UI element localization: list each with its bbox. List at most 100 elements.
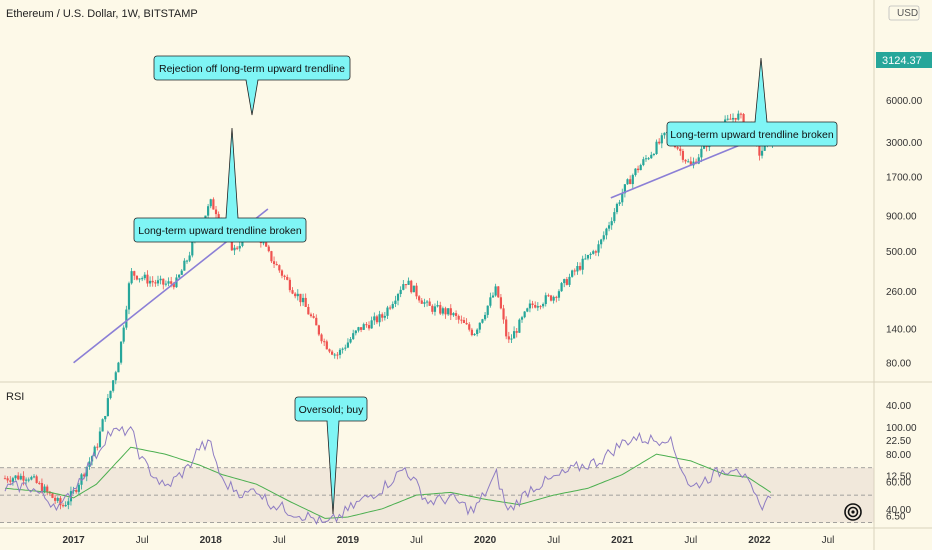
candle	[512, 326, 516, 339]
callout-broken-2022-label: Long-term upward trendline broken	[670, 129, 834, 141]
candle	[130, 267, 133, 285]
candle	[578, 262, 582, 272]
candle	[164, 280, 168, 287]
candle	[267, 244, 270, 253]
candle	[64, 501, 67, 507]
price-tick-label: 6.50	[886, 512, 906, 523]
candle	[109, 390, 112, 400]
candle	[549, 294, 553, 302]
time-tick-label: Jul	[684, 535, 697, 546]
candle	[119, 341, 123, 365]
rsi-tick-label: 100.00	[886, 423, 917, 434]
candle	[729, 113, 732, 120]
candle	[367, 321, 371, 331]
candle	[536, 302, 539, 311]
candle	[528, 299, 532, 313]
currency-box[interactable]	[888, 5, 920, 21]
candle	[639, 163, 642, 171]
candle	[32, 474, 36, 479]
candle	[156, 275, 160, 287]
currency-label: USD	[897, 8, 918, 19]
candle	[188, 251, 191, 263]
rsi-line	[4, 425, 772, 526]
candle	[75, 488, 78, 494]
candle	[460, 315, 463, 324]
candle	[531, 300, 534, 309]
candle	[544, 292, 547, 307]
callout-oversold[interactable]: Oversold; buy	[294, 396, 368, 515]
candle	[294, 292, 297, 299]
candle	[77, 482, 80, 496]
candle	[135, 275, 138, 281]
candle	[663, 132, 666, 139]
candle	[449, 304, 452, 321]
target-icon[interactable]	[844, 503, 862, 521]
candle	[30, 475, 33, 481]
candle	[299, 293, 302, 307]
callout-rejection[interactable]: Rejection off long-term upward trendline	[153, 55, 351, 116]
candle	[634, 168, 637, 177]
candle	[378, 310, 381, 327]
candle	[468, 322, 471, 332]
candle	[389, 305, 392, 311]
candle	[726, 114, 729, 121]
candle	[402, 279, 405, 291]
candle	[478, 322, 481, 333]
candle	[278, 264, 281, 273]
candle	[104, 415, 107, 422]
candle	[352, 329, 355, 341]
price-tick-label: 80.00	[886, 359, 911, 370]
candle	[457, 314, 460, 324]
candle	[441, 306, 444, 316]
candle	[212, 197, 215, 210]
candle	[373, 312, 376, 325]
candle	[526, 307, 529, 313]
price-badge	[876, 52, 932, 68]
candle	[272, 256, 276, 269]
candle	[660, 132, 663, 149]
candle	[447, 308, 450, 316]
candle	[557, 289, 561, 301]
callout-broken-2022[interactable]: Long-term upward trendline broken	[666, 57, 838, 147]
candle	[346, 338, 350, 349]
time-tick-label: Jul	[136, 535, 149, 546]
candle	[46, 484, 49, 496]
candle	[431, 304, 434, 315]
candle	[125, 305, 128, 330]
candle	[423, 298, 426, 308]
candle	[439, 301, 442, 316]
candle	[394, 295, 397, 308]
candle	[631, 173, 634, 189]
callout-broken-2018-label: Long-term upward trendline broken	[138, 225, 302, 237]
candle	[288, 277, 291, 293]
candle	[507, 331, 510, 343]
candle	[309, 312, 313, 318]
candle	[286, 274, 289, 281]
candle	[106, 393, 109, 417]
candle	[420, 298, 423, 304]
candle	[650, 151, 653, 159]
candle	[370, 316, 373, 329]
candle	[494, 283, 497, 297]
candle	[483, 312, 487, 321]
candle	[236, 246, 239, 251]
chart-title: Ethereum / U.S. Dollar, 1W, BITSTAMP	[6, 8, 198, 20]
candle	[333, 353, 336, 359]
candle	[658, 138, 661, 145]
candle	[341, 347, 344, 354]
candle	[586, 254, 590, 261]
candle	[98, 427, 102, 449]
candle	[38, 481, 41, 485]
candle	[489, 292, 492, 308]
candle	[618, 199, 621, 206]
candle	[151, 276, 154, 287]
candle	[542, 302, 545, 309]
callout-broken-2018[interactable]: Long-term upward trendline broken	[133, 127, 307, 243]
rsi-tick-label: 60.00	[886, 477, 911, 488]
candle	[127, 281, 131, 315]
candle	[112, 380, 115, 393]
candle	[301, 293, 305, 306]
callout-rejection-label: Rejection off long-term upward trendline	[159, 63, 345, 75]
candle	[315, 314, 318, 326]
